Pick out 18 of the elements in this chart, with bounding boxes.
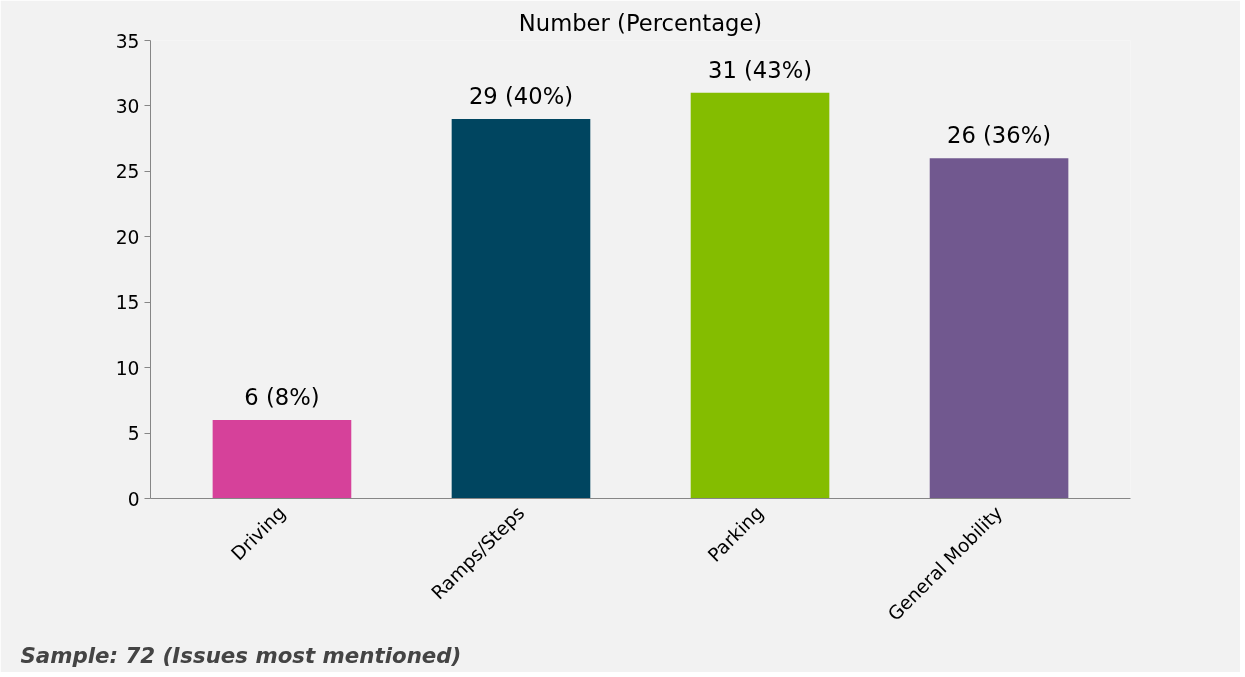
y-tick-label: 5	[127, 423, 140, 445]
data-label: 31 (43%)	[707, 56, 813, 83]
data-label: 26 (36%)	[947, 122, 1052, 149]
chart-title: Number (Percentage)	[518, 9, 763, 36]
y-tick-label: 0	[127, 488, 140, 510]
y-tick-label: 10	[115, 357, 140, 379]
y-tick-label: 20	[115, 226, 140, 248]
text: Sample: 72 (Issues most mentioned)	[20, 642, 462, 668]
y-tick-label: 15	[115, 292, 140, 314]
data-label: 29 (40%)	[468, 83, 574, 110]
bar	[929, 158, 1069, 499]
y-tick-label: 35	[115, 30, 140, 52]
y-tick-label: 25	[115, 161, 140, 183]
bar	[690, 92, 830, 499]
y-tick-label: 30	[115, 95, 140, 117]
data-label: 6 (8%)	[244, 383, 320, 410]
bar	[212, 419, 352, 499]
bar	[451, 119, 591, 499]
